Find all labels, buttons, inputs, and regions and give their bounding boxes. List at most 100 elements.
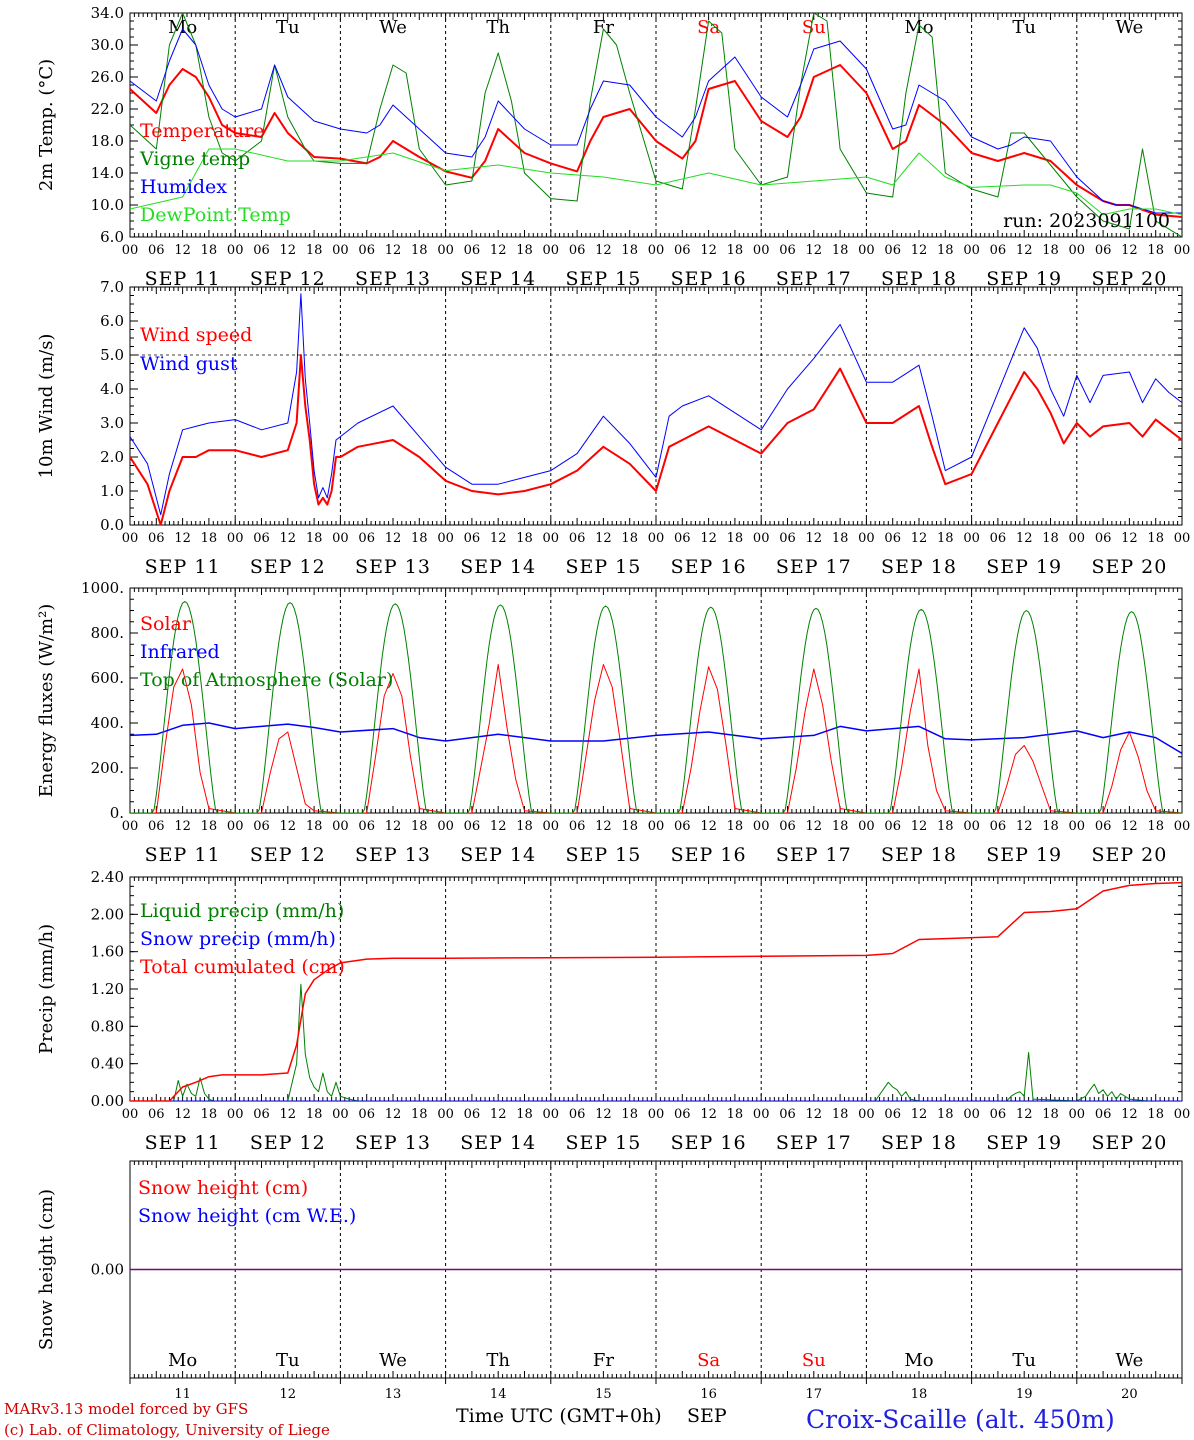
energy-y-tick-label: 200. <box>91 759 124 777</box>
energy-hour-label: 06 <box>674 819 691 834</box>
wind-legend-0: Wind speed <box>140 324 252 346</box>
wind-hour-label: 06 <box>779 531 796 546</box>
wind-date-label: SEP 19 <box>986 556 1062 578</box>
temp-day-label: Tu <box>1012 17 1036 38</box>
temp-y-tick-label: 26.0 <box>91 68 124 86</box>
wind-hour-label: 00 <box>543 531 560 546</box>
temp-series-dewpoint-temp <box>130 148 1182 216</box>
temp-hour-label: 12 <box>1121 243 1138 258</box>
temp-hour-label: 18 <box>937 243 954 258</box>
snow-day-label: Tu <box>276 1350 300 1371</box>
wind-hour-label: 00 <box>122 531 139 546</box>
energy-hour-label: 00 <box>332 819 349 834</box>
precip-y-tick-label: 1.20 <box>91 980 124 998</box>
temp-hour-label: 06 <box>253 243 270 258</box>
temp-series-temperature <box>130 64 1182 218</box>
snow-day-label: Su <box>802 1350 826 1371</box>
precip-hour-label: 12 <box>385 1107 402 1122</box>
temp-hour-label: 06 <box>569 243 586 258</box>
temp-run-annotation: run: 2023091100 <box>1003 210 1170 232</box>
precip-hour-label: 00 <box>122 1107 139 1122</box>
wind-hour-label: 12 <box>700 531 717 546</box>
temp-hour-label: 12 <box>595 243 612 258</box>
energy-hour-label: 06 <box>1095 819 1112 834</box>
precip-hour-label: 18 <box>516 1107 533 1122</box>
temp-hour-label: 18 <box>411 243 428 258</box>
temp-day-label: Th <box>486 17 510 38</box>
temp-hour-label: 06 <box>884 243 901 258</box>
precip-y-tick-label: 1.60 <box>91 943 124 961</box>
precip-hour-label: 00 <box>858 1107 875 1122</box>
wind-hour-label: 00 <box>858 531 875 546</box>
precip-hour-label: 06 <box>148 1107 165 1122</box>
temp-hour-label: 06 <box>674 243 691 258</box>
energy-date-label: SEP 16 <box>671 844 747 866</box>
wind-hour-label: 00 <box>753 531 770 546</box>
precip-hour-label: 18 <box>727 1107 744 1122</box>
snow-day-label: We <box>1116 1350 1144 1371</box>
energy-hour-label: 06 <box>779 819 796 834</box>
precip-series-liquid-precip-mm-h- <box>130 983 1182 1101</box>
precip-date-label: SEP 19 <box>986 1132 1062 1154</box>
precip-legend-2: Total cumulated (cm) <box>140 956 345 978</box>
precip-hour-label: 12 <box>595 1107 612 1122</box>
precip-hour-label: 06 <box>464 1107 481 1122</box>
wind-hour-label: 06 <box>1095 531 1112 546</box>
temp-hour-label: 12 <box>806 243 823 258</box>
energy-hour-label: 12 <box>911 819 928 834</box>
temp-hour-label: 12 <box>911 243 928 258</box>
temp-hour-label: 18 <box>306 243 323 258</box>
snow-day-label: Tu <box>1012 1350 1036 1371</box>
precip-hour-label: 00 <box>543 1107 560 1122</box>
energy-series-infrared <box>130 722 1182 755</box>
temp-date-label: SEP 12 <box>250 268 326 290</box>
credit-line-1: MARv3.13 model forced by GFS <box>4 1400 248 1418</box>
precipitation-panel: 0.00 0.40 0.80 1.20 1.60 2.00 2.40 Precip (mm/h… <box>36 868 1190 1154</box>
temp-date-label: SEP 11 <box>145 268 221 290</box>
temp-hour-label: 18 <box>201 243 218 258</box>
temp-series-humidex <box>130 28 1182 214</box>
energy-date-label: SEP 11 <box>145 844 221 866</box>
temp-day-label: We <box>1116 17 1144 38</box>
precip-legend-1: Snow precip (mm/h) <box>140 928 336 950</box>
precip-hour-label: 00 <box>753 1107 770 1122</box>
energy-hour-label: 00 <box>543 819 560 834</box>
precip-date-label: SEP 14 <box>460 1132 536 1154</box>
temp-hour-label: 00 <box>1069 243 1086 258</box>
energy-series-top-of-atmosphere-solar- <box>130 601 1182 813</box>
snow-day-label: Mo <box>904 1350 933 1371</box>
wind-y-tick-label: 5.0 <box>100 346 124 364</box>
energy-date-label: SEP 20 <box>1091 844 1167 866</box>
temp-y-axis-label: 2m Temp. (°C) <box>36 59 57 191</box>
wind-hour-label: 18 <box>201 531 218 546</box>
wind-y-tick-label: 6.0 <box>100 312 124 330</box>
energy-hour-label: 18 <box>832 819 849 834</box>
energy-hour-label: 00 <box>858 819 875 834</box>
temp-hour-label: 12 <box>174 243 191 258</box>
temp-hour-label: 00 <box>963 243 980 258</box>
precip-hour-label: 12 <box>700 1107 717 1122</box>
temp-hour-label: 18 <box>621 243 638 258</box>
temp-y-tick-label: 22.0 <box>91 100 124 118</box>
energy-hour-label: 12 <box>174 819 191 834</box>
temp-y-tick-label: 14.0 <box>91 164 124 182</box>
energy-hour-label: 06 <box>253 819 270 834</box>
footer: MARv3.13 model forced by GFS (c) Lab. of… <box>4 1400 1115 1439</box>
precip-legend-0: Liquid precip (mm/h) <box>140 900 344 922</box>
snow-legend-0: Snow height (cm) <box>138 1177 308 1199</box>
snow-day-number: 20 <box>1121 1387 1138 1402</box>
energy-hour-label: 00 <box>963 819 980 834</box>
wind-hour-label: 18 <box>516 531 533 546</box>
wind-date-label: SEP 12 <box>250 556 326 578</box>
precip-hour-label: 12 <box>280 1107 297 1122</box>
energy-hour-label: 00 <box>122 819 139 834</box>
energy-hour-label: 12 <box>490 819 507 834</box>
temp-hour-label: 12 <box>1016 243 1033 258</box>
energy-hour-label: 00 <box>648 819 665 834</box>
energy-legend-1: Infrared <box>140 641 220 663</box>
temp-day-label: Fr <box>593 17 614 38</box>
precip-hour-label: 06 <box>779 1107 796 1122</box>
precip-y-tick-label: 0.80 <box>91 1017 124 1035</box>
temp-y-tick-label: 10.0 <box>91 196 124 214</box>
precip-hour-label: 00 <box>1069 1107 1086 1122</box>
